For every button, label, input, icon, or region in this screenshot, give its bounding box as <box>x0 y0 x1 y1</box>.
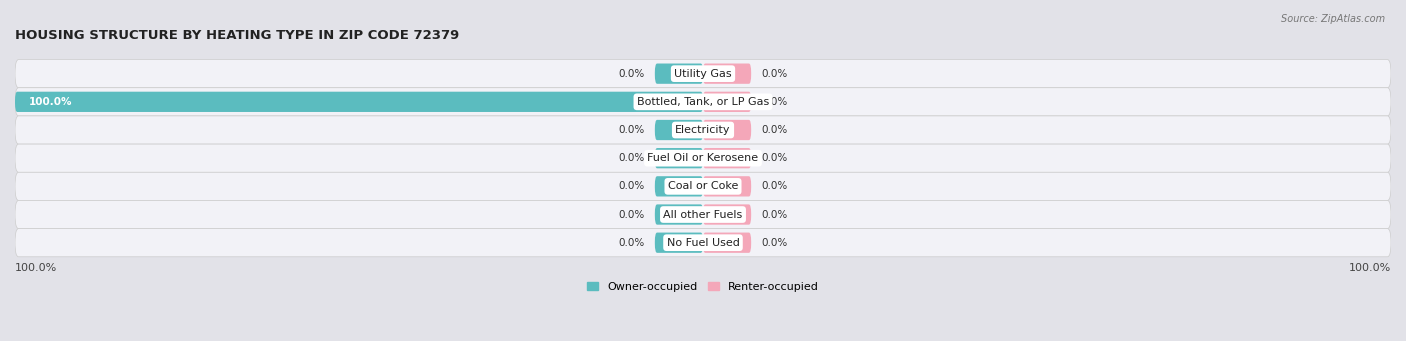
Text: 0.0%: 0.0% <box>762 69 787 79</box>
FancyBboxPatch shape <box>655 233 703 253</box>
FancyBboxPatch shape <box>15 116 1391 144</box>
Text: 0.0%: 0.0% <box>762 238 787 248</box>
FancyBboxPatch shape <box>703 92 751 112</box>
Text: HOUSING STRUCTURE BY HEATING TYPE IN ZIP CODE 72379: HOUSING STRUCTURE BY HEATING TYPE IN ZIP… <box>15 29 460 42</box>
FancyBboxPatch shape <box>655 63 703 84</box>
Text: 0.0%: 0.0% <box>762 181 787 191</box>
Text: No Fuel Used: No Fuel Used <box>666 238 740 248</box>
Text: 0.0%: 0.0% <box>762 209 787 220</box>
FancyBboxPatch shape <box>15 60 1391 88</box>
FancyBboxPatch shape <box>15 172 1391 201</box>
FancyBboxPatch shape <box>703 63 751 84</box>
Text: 0.0%: 0.0% <box>762 125 787 135</box>
Text: Electricity: Electricity <box>675 125 731 135</box>
FancyBboxPatch shape <box>655 148 703 168</box>
FancyBboxPatch shape <box>655 120 703 140</box>
FancyBboxPatch shape <box>703 176 751 196</box>
Text: 0.0%: 0.0% <box>619 153 644 163</box>
FancyBboxPatch shape <box>15 228 1391 257</box>
FancyBboxPatch shape <box>15 92 703 112</box>
Legend: Owner-occupied, Renter-occupied: Owner-occupied, Renter-occupied <box>582 277 824 296</box>
Text: Source: ZipAtlas.com: Source: ZipAtlas.com <box>1281 14 1385 24</box>
Text: 0.0%: 0.0% <box>619 181 644 191</box>
FancyBboxPatch shape <box>655 176 703 196</box>
Text: 0.0%: 0.0% <box>762 97 787 107</box>
Text: 100.0%: 100.0% <box>28 97 72 107</box>
Text: 100.0%: 100.0% <box>15 263 58 273</box>
Text: All other Fuels: All other Fuels <box>664 209 742 220</box>
FancyBboxPatch shape <box>655 204 703 225</box>
Text: 0.0%: 0.0% <box>619 69 644 79</box>
Text: 0.0%: 0.0% <box>619 238 644 248</box>
Text: Coal or Coke: Coal or Coke <box>668 181 738 191</box>
Text: Utility Gas: Utility Gas <box>675 69 731 79</box>
Text: 0.0%: 0.0% <box>619 209 644 220</box>
Text: Bottled, Tank, or LP Gas: Bottled, Tank, or LP Gas <box>637 97 769 107</box>
Text: 100.0%: 100.0% <box>1348 263 1391 273</box>
FancyBboxPatch shape <box>703 148 751 168</box>
FancyBboxPatch shape <box>703 204 751 225</box>
Text: Fuel Oil or Kerosene: Fuel Oil or Kerosene <box>647 153 759 163</box>
FancyBboxPatch shape <box>703 233 751 253</box>
FancyBboxPatch shape <box>15 88 1391 116</box>
FancyBboxPatch shape <box>15 144 1391 172</box>
Text: 0.0%: 0.0% <box>619 125 644 135</box>
FancyBboxPatch shape <box>15 201 1391 228</box>
Text: 0.0%: 0.0% <box>762 153 787 163</box>
FancyBboxPatch shape <box>703 120 751 140</box>
